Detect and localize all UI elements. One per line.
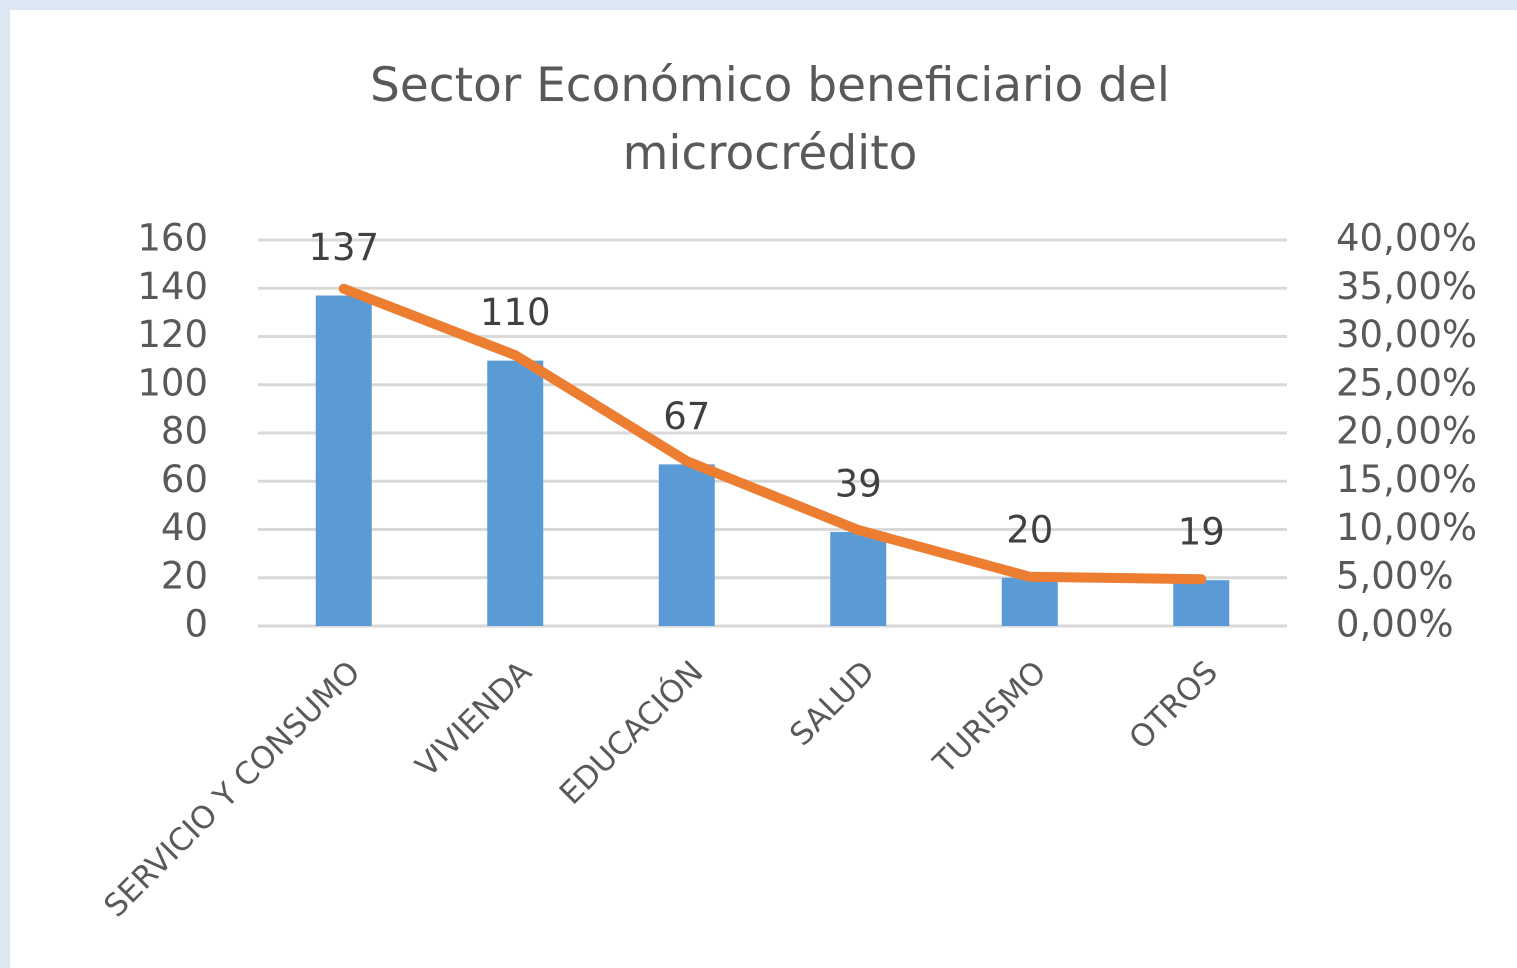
y-tick-label: 0 [184, 603, 208, 646]
y2-tick-label: 0,00% [1336, 603, 1454, 646]
y-tick-label: 160 [137, 217, 208, 260]
line [338, 283, 1207, 585]
y2-tick-label: 25,00% [1336, 361, 1477, 404]
x-tick-label: SERVICIO Y CONSUMO [97, 654, 367, 924]
y-tick-label: 120 [137, 313, 208, 356]
y2-tick-label: 5,00% [1336, 554, 1454, 597]
y-tick-label: 140 [137, 265, 208, 308]
data-label: 67 [663, 395, 710, 438]
y2-tick-label: 40,00% [1336, 217, 1477, 260]
y2-tick-label: 35,00% [1336, 265, 1477, 308]
x-tick-label: EDUCACIÓN [552, 654, 710, 812]
y-tick-label: 80 [161, 410, 208, 453]
data-label: 19 [1178, 511, 1225, 554]
y2-tick-label: 15,00% [1336, 458, 1477, 501]
x-tick-label: OTROS [1122, 654, 1225, 757]
bar [830, 531, 887, 626]
data-label: 39 [835, 462, 882, 505]
y-tick-label: 40 [161, 506, 208, 549]
y2-tick-label: 10,00% [1336, 506, 1477, 549]
x-tick-label: VIVIENDA [409, 654, 539, 784]
data-label: 110 [480, 291, 551, 334]
data-label: 20 [1006, 508, 1053, 551]
y2-tick-label: 20,00% [1336, 410, 1477, 453]
bar [315, 295, 372, 626]
y-tick-label: 60 [161, 458, 208, 501]
data-label: 137 [308, 226, 379, 269]
y2-tick-label: 30,00% [1336, 313, 1477, 356]
x-tick-label: TURISMO [926, 654, 1053, 781]
bar [658, 464, 715, 626]
bar [1173, 580, 1230, 626]
bar [487, 360, 544, 626]
y-tick-label: 100 [137, 361, 208, 404]
bar [1001, 577, 1058, 626]
x-tick-label: SALUD [783, 654, 882, 753]
chart-title: Sector Económico beneficiario del microc… [370, 58, 1170, 181]
y-tick-label: 20 [161, 554, 208, 597]
